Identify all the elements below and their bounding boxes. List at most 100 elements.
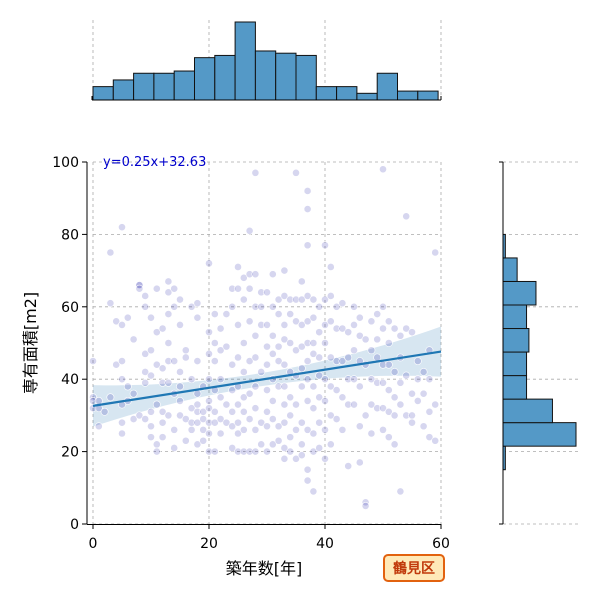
x-axis-label: 築年数[年] <box>226 559 303 578</box>
scatter-point <box>431 248 440 257</box>
scatter-point <box>367 400 376 409</box>
scatter-point <box>419 422 428 431</box>
scatter-point <box>419 389 428 398</box>
scatter-point <box>158 407 167 416</box>
scatter-point <box>373 310 382 318</box>
top-hist-bar <box>214 54 236 101</box>
scatter-point <box>303 187 312 195</box>
scatter-point <box>379 425 387 434</box>
right-hist-bar <box>502 422 577 447</box>
scatter-point <box>234 263 242 271</box>
district-badge: 鶴見区 <box>383 554 445 582</box>
scatter-point <box>297 277 306 286</box>
scatter-point <box>228 422 237 431</box>
scatter-point <box>118 375 126 384</box>
scatter-point <box>367 317 376 326</box>
scatter-point <box>309 295 318 304</box>
x-tick-label: 20 <box>200 536 218 552</box>
scatter-point <box>118 418 126 427</box>
scatter-point <box>390 440 399 449</box>
scatter-point <box>176 320 184 329</box>
scatter-point <box>216 415 225 423</box>
scatter-point <box>396 487 405 496</box>
scatter-point <box>396 400 405 409</box>
scatter-point <box>315 328 324 337</box>
scatter-point <box>164 310 173 318</box>
scatter-point <box>193 357 202 365</box>
scatter-point <box>321 339 329 347</box>
top-hist-bar <box>133 72 155 101</box>
scatter-point <box>268 440 277 449</box>
right-hist-bar <box>502 351 528 377</box>
scatter-point <box>286 411 295 420</box>
scatter-point <box>280 400 289 409</box>
scatter-point <box>350 400 358 409</box>
scatter-point <box>379 378 387 387</box>
top-hist-bar <box>397 90 419 101</box>
regression-line <box>92 350 442 407</box>
scatter-point <box>367 346 376 355</box>
scatter-point <box>297 295 306 304</box>
scatter-point <box>396 331 405 340</box>
scatter-point <box>164 378 173 387</box>
scatter-point <box>303 476 312 485</box>
scatter-point <box>297 364 306 373</box>
y-tick-label: 100 <box>52 155 79 171</box>
scatter-point <box>170 357 179 365</box>
scatter-point <box>338 393 347 402</box>
scatter-point <box>315 393 324 402</box>
scatter-point <box>234 418 242 427</box>
scatter-point <box>239 295 248 304</box>
scatter-point <box>251 353 260 362</box>
scatter-point <box>274 357 283 365</box>
scatter-point <box>94 397 103 405</box>
scatter-point <box>187 404 196 413</box>
scatter-point <box>286 433 295 442</box>
scatter-point <box>129 389 138 398</box>
scatter-point <box>152 400 161 409</box>
scatter-point <box>228 360 237 369</box>
scatter-point <box>321 295 329 304</box>
scatter-point <box>158 433 167 442</box>
scatter-point <box>268 270 277 279</box>
scatter-point <box>147 371 155 380</box>
scatter-point <box>413 397 422 405</box>
scatter-point <box>222 342 231 351</box>
scatter-point <box>141 368 150 376</box>
scatter-point <box>170 302 179 311</box>
scatter-point <box>106 299 115 308</box>
scatter-point <box>367 375 376 384</box>
scatter-point <box>263 422 271 431</box>
scatter-point <box>425 375 434 384</box>
scatter-point <box>123 382 132 391</box>
scatter-point <box>193 299 202 308</box>
scatter-point <box>350 375 358 384</box>
scatter-point <box>274 422 283 431</box>
scatter-point <box>361 501 370 510</box>
scatter-point <box>147 407 155 416</box>
scatter-point <box>170 444 179 452</box>
scatter-point <box>355 382 364 391</box>
scatter-point <box>257 368 266 376</box>
scatter-point <box>210 407 219 416</box>
scatter-point <box>170 425 179 434</box>
scatter-point <box>326 292 335 300</box>
scatter-point <box>251 168 260 177</box>
scatter-point <box>431 400 440 409</box>
scatter-point <box>292 317 300 326</box>
scatter-point <box>89 357 97 365</box>
right-hist-bar <box>502 375 528 400</box>
scatter-point <box>216 346 225 355</box>
scatter-point <box>321 241 329 250</box>
scatter-point <box>193 440 202 449</box>
y-tick-label: 40 <box>61 372 79 388</box>
scatter-point <box>187 375 196 384</box>
scatter-point <box>297 418 306 427</box>
scatter-point <box>205 328 213 337</box>
scatter-point <box>303 375 312 384</box>
scatter-point <box>286 295 295 304</box>
scatter-point <box>176 382 184 391</box>
scatter-point <box>135 411 144 420</box>
scatter-point <box>321 454 329 463</box>
scatter-point <box>402 411 411 420</box>
